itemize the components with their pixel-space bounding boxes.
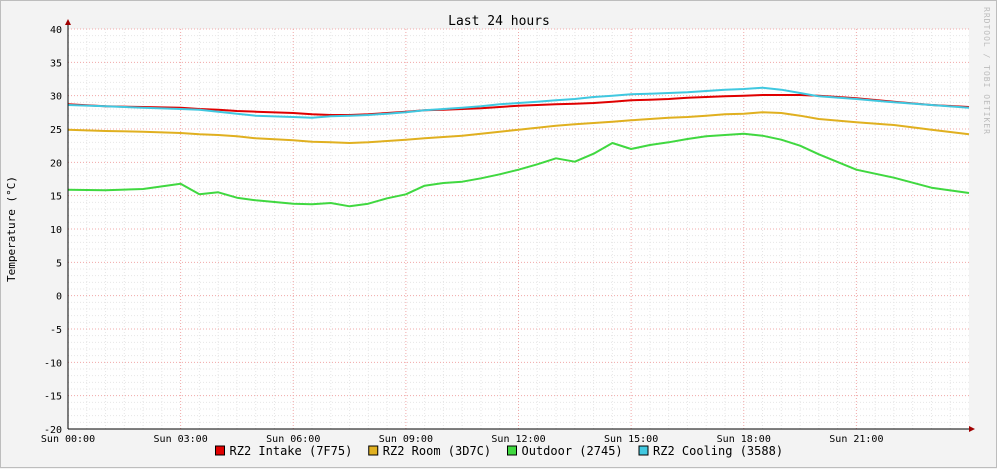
y-tick-label: -20 [44,425,62,436]
legend-label-outdoor-2745: Outdoor (2745) [522,444,623,458]
y-tick-label: -15 [44,392,62,403]
y-tick-label: 35 [50,58,62,69]
x-tick-label: Sun 00:00 [41,434,95,445]
x-axis-arrow [969,426,975,432]
y-axis-label: Temperature (°C) [5,176,18,282]
y-tick-label: -5 [50,325,62,336]
legend-swatch-rz2-intake-7f75 [215,445,225,456]
legend-swatch-rz2-cooling-3588 [638,445,649,456]
series-line-rz2-cooling-3588 [67,86,970,119]
y-tick-label: 5 [56,258,62,269]
y-tick-label: 20 [50,158,62,169]
x-tick-label: Sun 09:00 [379,434,433,445]
y-tick-label: 30 [50,92,62,103]
y-tick-label: -10 [44,358,62,369]
axes [65,19,975,432]
y-tick-label: 40 [50,25,62,36]
x-tick-labels: Sun 00:00 Sun 03:00 Sun 06:00 Sun 09:00 Sun … [41,434,884,445]
x-tick-label: Sun 21:00 [829,434,883,445]
watermark: RRDTOOL / TOBI OETIKER [982,7,991,135]
chart-title: Last 24 hours [448,14,550,29]
y-tick-label: 25 [50,125,62,136]
series-line-rz2-intake-7f75 [67,94,970,116]
x-tick-label: Sun 18:00 [717,434,771,445]
legend-swatch-outdoor-2745 [507,445,517,456]
y-axis-arrow [65,19,71,25]
series-line-rz2-room-3d7c [67,111,970,144]
legend-swatch-rz2-room-3d7c [368,445,379,456]
y-tick-label: 15 [50,192,62,203]
x-tick-label: Sun 15:00 [604,434,658,445]
legend: RZ2 Intake (7F75) RZ2 Room (3D7C) Outdoor … [215,444,783,458]
series-line-outdoor-2745 [67,132,970,208]
y-tick-label: 0 [56,292,62,303]
series-lines [67,86,970,208]
x-tick-label: Sun 06:00 [266,434,320,445]
legend-label-rz2-cooling-3588: RZ2 Cooling (3588) [653,444,783,458]
y-tick-labels: 40 35 30 25 20 15 10 5 0 -5 -10 -15 -20 [44,25,62,436]
x-tick-label: Sun 03:00 [154,434,208,445]
legend-label-rz2-room-3d7c: RZ2 Room (3D7C) [383,444,491,458]
legend-label-rz2-intake-7f75: RZ2 Intake (7F75) [230,444,353,458]
y-tick-label: 10 [50,225,62,236]
x-tick-label: Sun 12:00 [491,434,545,445]
